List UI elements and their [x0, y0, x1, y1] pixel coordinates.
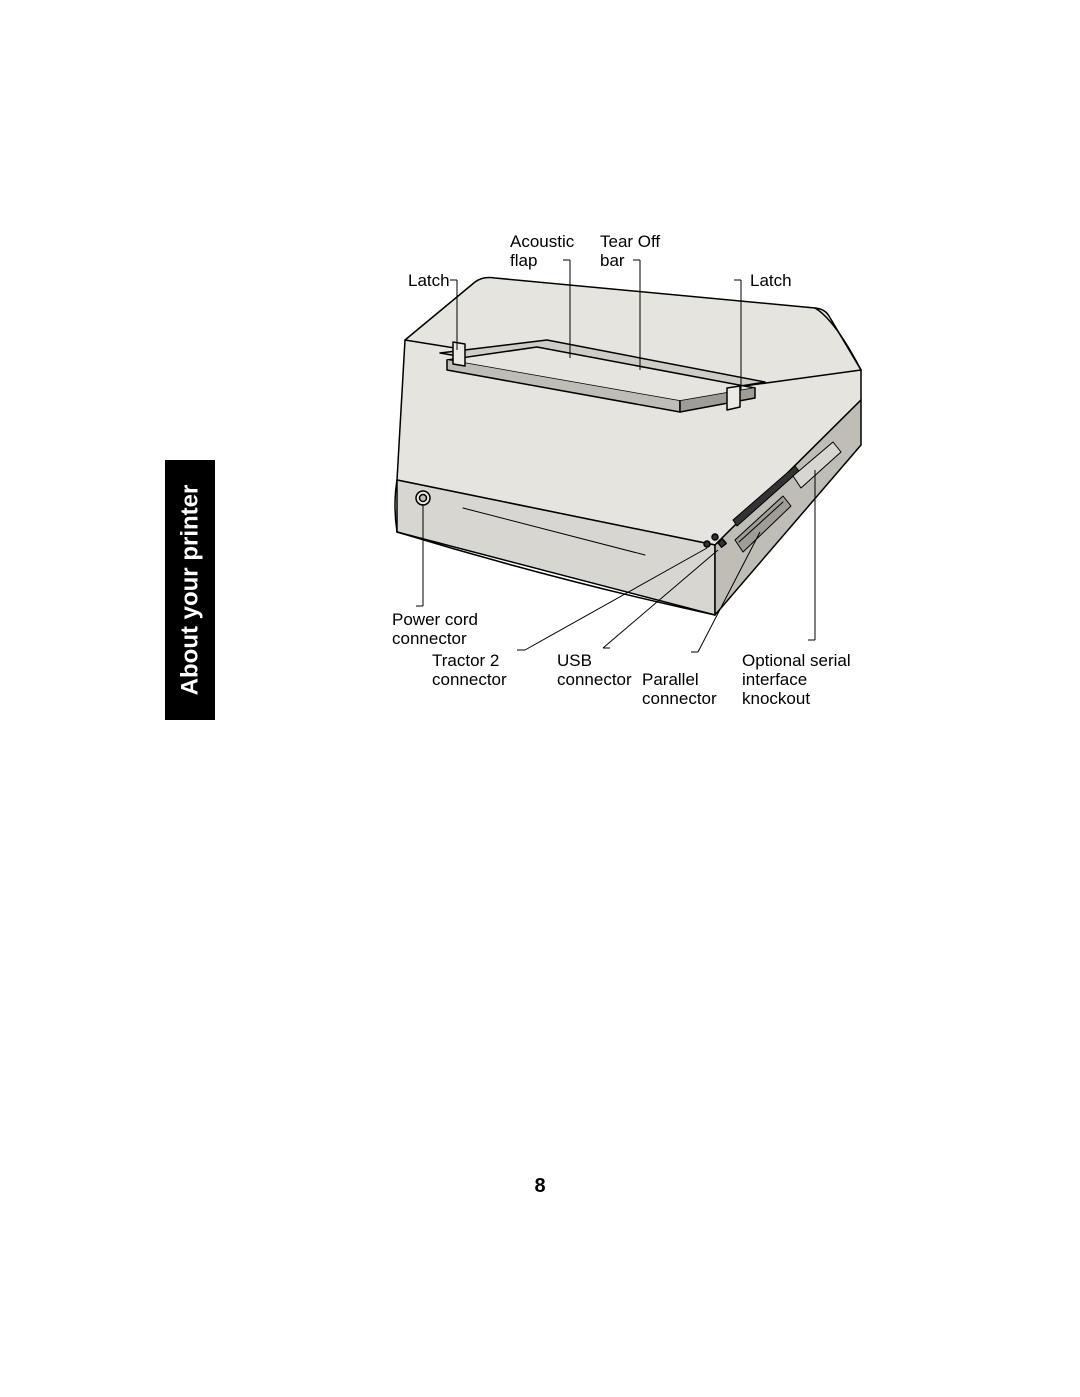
label-acoustic-flap-line2: flap [510, 251, 537, 271]
label-usb-line1: USB [557, 651, 592, 671]
page-root: About your printer [0, 0, 1080, 1397]
label-parallel-line1: Parallel [642, 670, 699, 690]
label-serial-line2: interface [742, 670, 807, 690]
label-usb-line2: connector [557, 670, 632, 690]
label-tearoff-line1: Tear Off [600, 232, 660, 252]
section-tab: About your printer [165, 460, 215, 720]
page-number: 8 [0, 1175, 1080, 1198]
label-parallel-line2: connector [642, 689, 717, 709]
label-power-line2: connector [392, 629, 467, 649]
label-serial-line1: Optional serial [742, 651, 851, 671]
label-latch-left: Latch [408, 271, 450, 291]
label-tearoff-line2: bar [600, 251, 625, 271]
label-serial-line3: knockout [742, 689, 810, 709]
label-tractor-line1: Tractor 2 [432, 651, 499, 671]
label-power-line1: Power cord [392, 610, 478, 630]
label-acoustic-flap-line1: Acoustic [510, 232, 574, 252]
label-tractor-line2: connector [432, 670, 507, 690]
label-latch-right: Latch [750, 271, 792, 291]
section-tab-label: About your printer [176, 485, 204, 696]
